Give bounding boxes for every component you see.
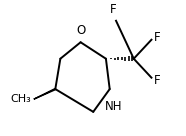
Polygon shape [34, 89, 56, 99]
Text: F: F [110, 3, 117, 16]
Text: O: O [76, 24, 85, 37]
Text: NH: NH [105, 101, 122, 113]
Text: CH₃: CH₃ [10, 94, 31, 104]
Text: F: F [154, 74, 161, 87]
Text: F: F [154, 31, 161, 44]
